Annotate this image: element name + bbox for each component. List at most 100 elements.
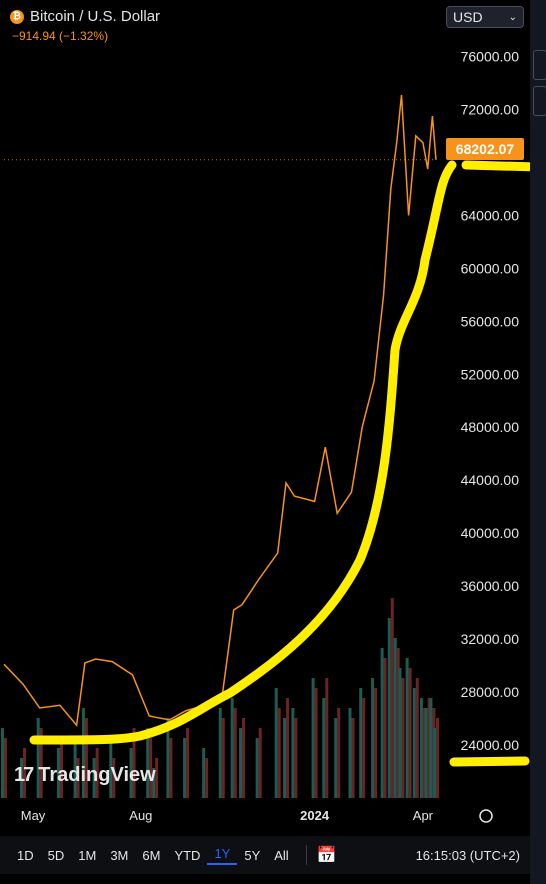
volume-bar-down bbox=[4, 738, 7, 798]
volume-bar-down bbox=[415, 678, 419, 798]
volume-bar-down bbox=[396, 648, 400, 798]
y-tick-label: 32000.00 bbox=[461, 631, 520, 647]
volume-bar-down bbox=[314, 688, 318, 798]
volume-bar-up bbox=[20, 758, 24, 798]
bitcoin-icon: ₿ bbox=[10, 9, 24, 24]
volume-bar-up bbox=[398, 668, 402, 798]
timeframe-ytd[interactable]: YTD bbox=[174, 847, 201, 863]
volume-bar-down bbox=[408, 668, 412, 798]
side-panel-button[interactable] bbox=[533, 50, 546, 80]
y-tick-label: 24000.00 bbox=[461, 737, 520, 753]
volume-bar-down bbox=[23, 748, 27, 798]
volume-bar-down bbox=[351, 718, 355, 798]
volume-bar-down bbox=[221, 718, 225, 798]
volume-bar-up bbox=[283, 718, 287, 798]
volume-bar-up bbox=[424, 708, 428, 798]
volume-bar-up bbox=[92, 758, 96, 798]
volume-bar-down bbox=[325, 678, 329, 798]
highlight-curve bbox=[29, 160, 457, 745]
chevron-down-icon: ⌄ bbox=[508, 11, 517, 23]
y-tick-label: 44000.00 bbox=[461, 472, 520, 488]
volume-bar-up bbox=[387, 618, 391, 798]
timeframe-1d[interactable]: 1D bbox=[17, 847, 34, 863]
timeframe-all[interactable]: All bbox=[274, 847, 289, 863]
side-panel-button[interactable] bbox=[533, 86, 546, 116]
volume-bar-up bbox=[348, 708, 352, 798]
y-tick-label: 64000.00 bbox=[461, 207, 520, 223]
volume-bar-up bbox=[166, 718, 170, 798]
volume-bar-down bbox=[422, 708, 426, 798]
y-tick-label: 60000.00 bbox=[461, 260, 520, 276]
tradingview-icon: 17 bbox=[14, 764, 34, 786]
price-change: −914.94 (−1.32%) bbox=[12, 29, 109, 43]
timeframe-1m[interactable]: 1M bbox=[78, 847, 97, 863]
volume-bar-down bbox=[374, 688, 378, 798]
toolbar-divider bbox=[305, 845, 307, 865]
volume-bar-up bbox=[412, 688, 416, 798]
price-chart[interactable]: 76000.00 72000.00 64000.00 60000.00 56000.00… bbox=[0, 0, 530, 836]
volume-bar-down bbox=[233, 708, 237, 798]
timeframe-6m[interactable]: 6M bbox=[142, 847, 161, 863]
volume-bar-up bbox=[202, 748, 206, 798]
timeframe-3m[interactable]: 3M bbox=[110, 847, 129, 863]
y-tick-label: 76000.00 bbox=[461, 48, 520, 64]
right-side-strip bbox=[530, 0, 546, 884]
volume-bar-up bbox=[334, 718, 338, 798]
highlight-level-mark bbox=[449, 756, 530, 767]
volume-bar-down bbox=[390, 598, 394, 798]
volume-bar-down bbox=[427, 698, 431, 798]
y-tick-label: 48000.00 bbox=[461, 419, 520, 435]
tradingview-logo[interactable]: 17 TradingView bbox=[14, 764, 156, 787]
y-tick-label: 28000.00 bbox=[461, 684, 520, 700]
volume-bar-up bbox=[274, 688, 278, 798]
volume-bar-down bbox=[186, 728, 190, 798]
price-line bbox=[3, 94, 437, 727]
volume-bar-up bbox=[1, 728, 4, 798]
volume-bar-up bbox=[109, 738, 113, 798]
y-tick-label: 56000.00 bbox=[461, 313, 520, 329]
volume-bar-up bbox=[146, 728, 150, 798]
volume-bar-down bbox=[39, 728, 43, 798]
volume-bar-up bbox=[73, 738, 77, 798]
symbol-title: Bitcoin / U.S. Dollar bbox=[30, 8, 161, 25]
volume-bar-up bbox=[433, 728, 436, 798]
timeframe-5d[interactable]: 5D bbox=[47, 847, 65, 863]
volume-bar-up bbox=[419, 698, 423, 798]
volume-bar-up bbox=[311, 678, 315, 798]
volume-bar-down bbox=[95, 748, 99, 798]
volume-bar-up bbox=[81, 708, 85, 798]
y-tick-label: 72000.00 bbox=[461, 101, 520, 117]
date-range-icon[interactable]: 📅 bbox=[316, 847, 337, 864]
volume-bar-down bbox=[294, 718, 298, 798]
x-tick-label: May bbox=[21, 808, 46, 823]
volume-bar-up bbox=[239, 728, 243, 798]
currency-label: USD bbox=[453, 9, 483, 25]
volume-bar-up bbox=[291, 708, 295, 798]
volume-bar-up bbox=[393, 638, 397, 798]
volume-bar-down bbox=[76, 758, 80, 798]
volume-bar-down bbox=[401, 678, 405, 798]
timeframe-5y[interactable]: 5Y bbox=[244, 847, 261, 863]
timeframe-1y[interactable]: 1Y bbox=[207, 846, 238, 865]
x-tick-label: Apr bbox=[413, 808, 434, 823]
volume-bar-up bbox=[429, 698, 433, 798]
volume-bar-down bbox=[383, 658, 387, 798]
volume-bar-down bbox=[59, 738, 63, 798]
volume-bar-down bbox=[149, 738, 153, 798]
volume-bar-up bbox=[359, 688, 363, 798]
settings-gear-icon[interactable] bbox=[479, 809, 493, 823]
volume-bar-up bbox=[371, 678, 375, 798]
clock: 16:15:03 (UTC+2) bbox=[415, 847, 520, 863]
volume-bar-up bbox=[36, 718, 40, 798]
x-tick-label: Aug bbox=[129, 808, 152, 823]
volume-bar-down bbox=[132, 728, 136, 798]
volume-bar-up bbox=[405, 658, 409, 798]
volume-bar-up bbox=[183, 738, 187, 798]
currency-select[interactable]: USD ⌄ bbox=[446, 6, 524, 28]
volume-bar-up bbox=[380, 648, 384, 798]
volume-bar-down bbox=[286, 698, 290, 798]
volume-bar-down bbox=[362, 698, 366, 798]
volume-bar-up bbox=[152, 768, 156, 798]
y-tick-label: 40000.00 bbox=[461, 525, 520, 541]
volume-bar-down bbox=[436, 718, 439, 798]
